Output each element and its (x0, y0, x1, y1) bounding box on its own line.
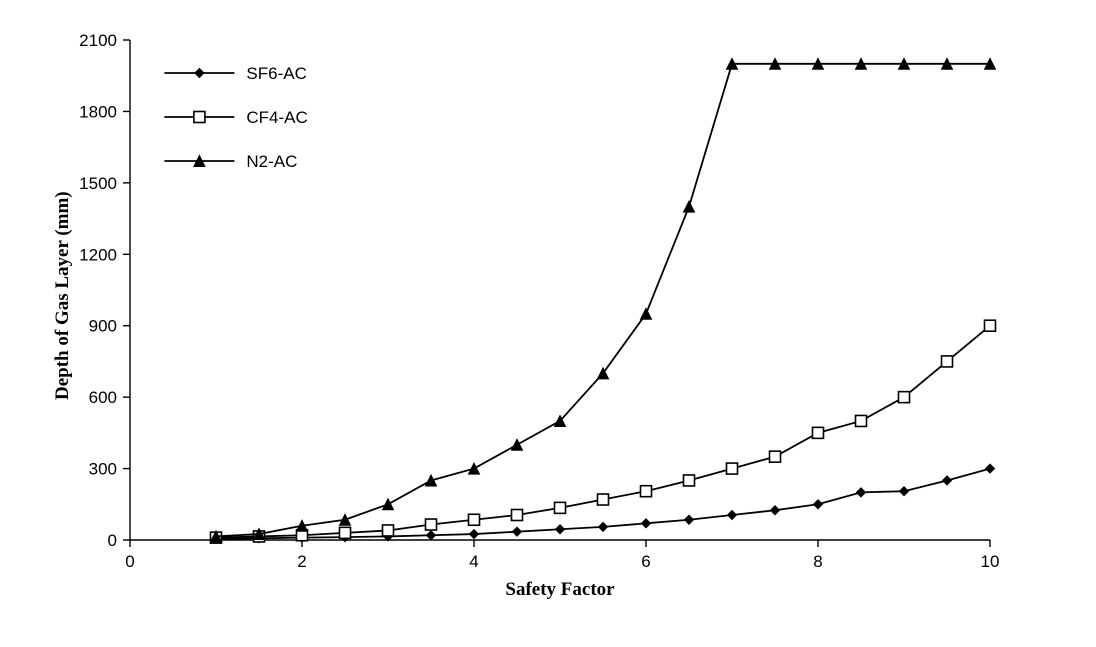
svg-text:1800: 1800 (79, 102, 117, 121)
svg-text:0: 0 (125, 552, 134, 571)
svg-text:2: 2 (297, 552, 306, 571)
svg-text:10: 10 (981, 552, 1000, 571)
svg-text:1500: 1500 (79, 174, 117, 193)
svg-text:300: 300 (89, 460, 117, 479)
svg-text:6: 6 (641, 552, 650, 571)
svg-text:4: 4 (469, 552, 478, 571)
svg-text:0: 0 (108, 531, 117, 550)
svg-text:900: 900 (89, 317, 117, 336)
line-chart: 0 2 4 6 8 10 0 300 600 900 1200 1500 1800 2100 Safety … (0, 0, 1096, 647)
y-axis-label: Depth of Gas Layer (mm) (52, 191, 74, 400)
chart-container: 0 2 4 6 8 10 0 300 600 900 1200 1500 1800 2100 Safety … (0, 0, 1096, 647)
legend-item-CF4-AC: CF4-AC (246, 108, 307, 127)
svg-text:600: 600 (89, 388, 117, 407)
legend-item-SF6-AC: SF6-AC (246, 64, 306, 83)
svg-text:1200: 1200 (79, 245, 117, 264)
legend-item-N2-AC: N2-AC (246, 152, 297, 171)
svg-text:8: 8 (813, 552, 822, 571)
x-axis-label: Safety Factor (505, 579, 615, 600)
svg-text:2100: 2100 (79, 31, 117, 50)
